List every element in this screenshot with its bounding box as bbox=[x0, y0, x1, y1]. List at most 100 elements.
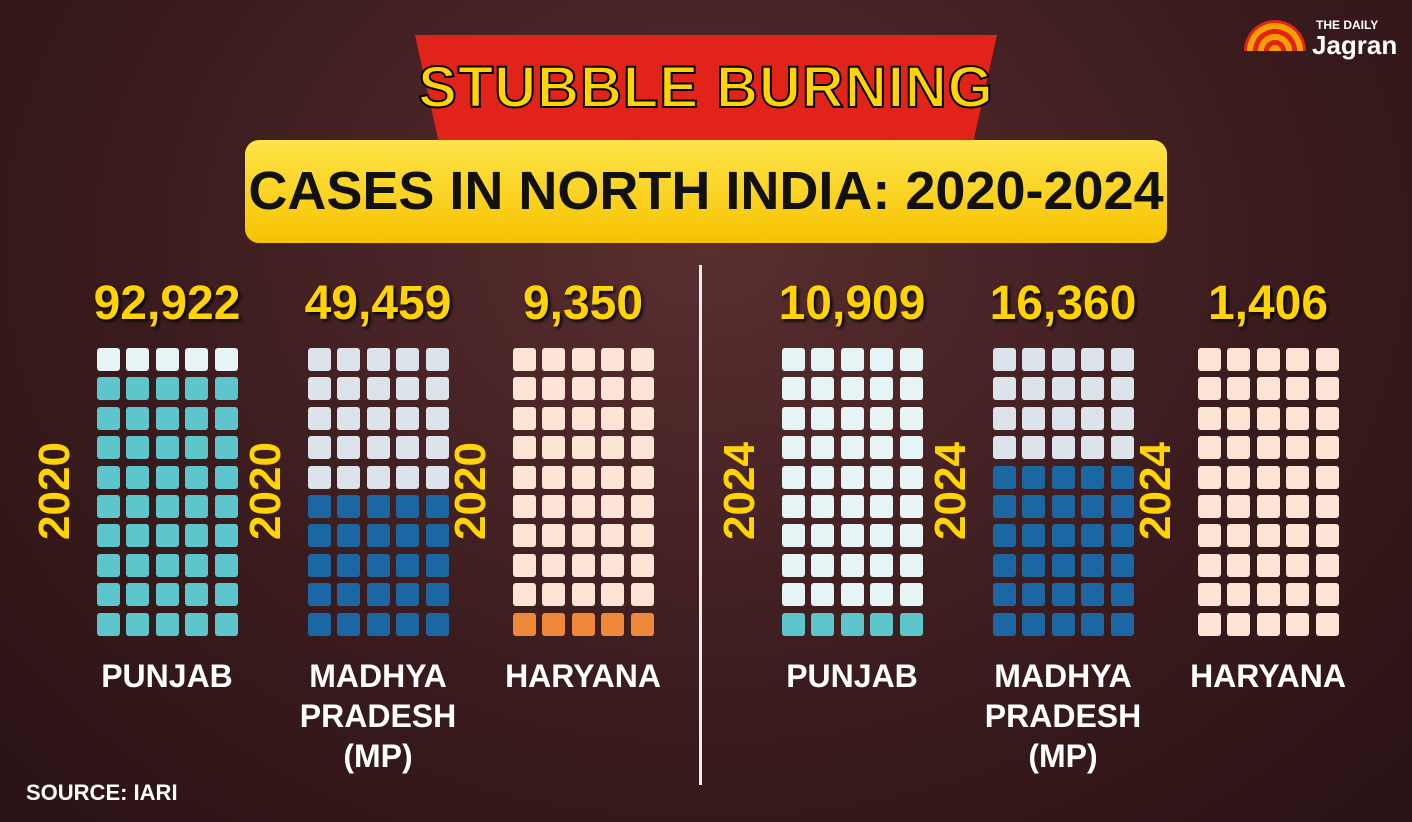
empty-cell bbox=[601, 436, 624, 460]
filled-cell bbox=[337, 495, 360, 518]
empty-cell bbox=[992, 406, 1016, 430]
empty-cell bbox=[1227, 583, 1250, 607]
empty-cell bbox=[899, 495, 923, 518]
case-count: 1,406 bbox=[1207, 277, 1329, 330]
empty-cell bbox=[512, 406, 536, 430]
subtitle: CASES IN NORTH INDIA: 2020-2024 bbox=[245, 140, 1167, 243]
empty-cell bbox=[1315, 553, 1339, 577]
empty-cell bbox=[1286, 583, 1309, 607]
empty-cell bbox=[870, 436, 893, 460]
empty-cell bbox=[512, 436, 536, 460]
empty-cell bbox=[1315, 348, 1339, 371]
empty-cell bbox=[1315, 583, 1339, 607]
empty-cell bbox=[571, 406, 595, 430]
empty-cell bbox=[899, 377, 923, 401]
year-label: 2024 bbox=[714, 442, 764, 540]
empty-cell bbox=[870, 465, 893, 489]
filled-cell bbox=[992, 612, 1016, 636]
empty-cell bbox=[1197, 436, 1221, 460]
filled-cell bbox=[126, 436, 149, 460]
state-label: MADHYA PRADESH (MP) bbox=[984, 658, 1142, 774]
filled-cell bbox=[1081, 612, 1104, 636]
empty-cell bbox=[840, 465, 864, 489]
empty-cell bbox=[1315, 612, 1339, 636]
empty-cell bbox=[425, 465, 449, 489]
empty-cell bbox=[542, 436, 565, 460]
empty-cell bbox=[870, 377, 893, 401]
filled-cell bbox=[214, 406, 238, 430]
empty-cell bbox=[1315, 436, 1339, 460]
empty-cell bbox=[899, 524, 923, 548]
state-label: MADHYA PRADESH (MP) bbox=[299, 658, 457, 774]
empty-cell bbox=[1110, 377, 1134, 401]
empty-cell bbox=[425, 348, 449, 371]
empty-cell bbox=[899, 465, 923, 489]
filled-cell bbox=[126, 465, 149, 489]
empty-cell bbox=[307, 377, 331, 401]
empty-cell bbox=[571, 465, 595, 489]
empty-cell bbox=[601, 348, 624, 371]
filled-cell bbox=[425, 524, 449, 548]
case-count: 16,360 bbox=[989, 277, 1137, 330]
empty-cell bbox=[126, 348, 149, 371]
filled-cell bbox=[630, 612, 654, 636]
empty-cell bbox=[366, 348, 390, 371]
empty-cell bbox=[1022, 377, 1045, 401]
filled-cell bbox=[185, 495, 208, 518]
filled-cell bbox=[307, 583, 331, 607]
empty-cell bbox=[811, 553, 834, 577]
filled-cell bbox=[396, 553, 419, 577]
empty-cell bbox=[781, 524, 805, 548]
empty-cell bbox=[630, 348, 654, 371]
filled-cell bbox=[96, 377, 120, 401]
filled-cell bbox=[366, 612, 390, 636]
empty-cell bbox=[781, 553, 805, 577]
empty-cell bbox=[781, 583, 805, 607]
filled-cell bbox=[307, 553, 331, 577]
filled-cell bbox=[899, 612, 923, 636]
empty-cell bbox=[1197, 348, 1221, 371]
empty-cell bbox=[1197, 553, 1221, 577]
filled-cell bbox=[307, 495, 331, 518]
empty-cell bbox=[1315, 406, 1339, 430]
empty-cell bbox=[337, 406, 360, 430]
empty-cell bbox=[811, 583, 834, 607]
empty-cell bbox=[571, 436, 595, 460]
empty-cell bbox=[396, 465, 419, 489]
filled-cell bbox=[396, 495, 419, 518]
empty-cell bbox=[1051, 348, 1075, 371]
empty-cell bbox=[1197, 583, 1221, 607]
empty-cell bbox=[840, 524, 864, 548]
empty-cell bbox=[1081, 348, 1104, 371]
filled-cell bbox=[214, 377, 238, 401]
empty-cell bbox=[1051, 377, 1075, 401]
empty-cell bbox=[214, 348, 238, 371]
filled-cell bbox=[542, 612, 565, 636]
year-label: 2024 bbox=[925, 442, 975, 540]
empty-cell bbox=[1197, 612, 1221, 636]
empty-cell bbox=[630, 465, 654, 489]
filled-cell bbox=[840, 612, 864, 636]
empty-cell bbox=[396, 377, 419, 401]
empty-cell bbox=[1286, 495, 1309, 518]
empty-cell bbox=[1286, 406, 1309, 430]
filled-cell bbox=[185, 377, 208, 401]
title-banner bbox=[415, 35, 997, 140]
empty-cell bbox=[542, 406, 565, 430]
empty-cell bbox=[1110, 436, 1134, 460]
filled-cell bbox=[126, 524, 149, 548]
empty-cell bbox=[1227, 612, 1250, 636]
empty-cell bbox=[185, 348, 208, 371]
year-label: 2020 bbox=[29, 442, 79, 540]
filled-cell bbox=[512, 612, 536, 636]
empty-cell bbox=[992, 377, 1016, 401]
filled-cell bbox=[992, 553, 1016, 577]
empty-cell bbox=[1197, 406, 1221, 430]
empty-cell bbox=[1227, 377, 1250, 401]
filled-cell bbox=[214, 495, 238, 518]
filled-cell bbox=[155, 583, 179, 607]
empty-cell bbox=[425, 377, 449, 401]
empty-cell bbox=[811, 436, 834, 460]
empty-cell bbox=[366, 406, 390, 430]
filled-cell bbox=[396, 612, 419, 636]
